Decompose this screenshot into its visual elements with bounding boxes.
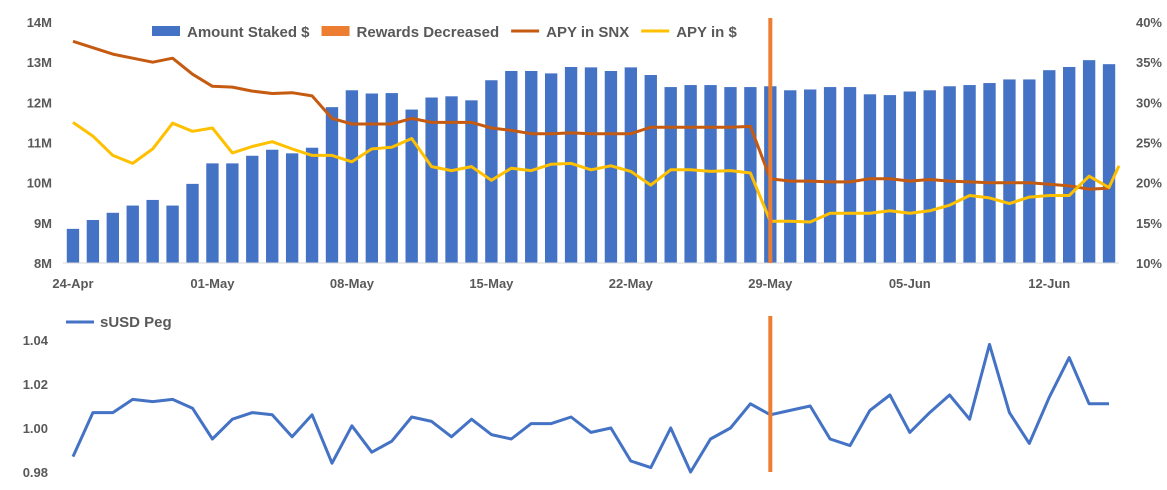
bar-amount-staked bbox=[246, 155, 259, 263]
bar-amount-staked bbox=[146, 199, 159, 263]
bar-amount-staked bbox=[525, 71, 538, 264]
bar-amount-staked bbox=[305, 147, 319, 263]
bar-amount-staked bbox=[1102, 64, 1116, 263]
x-tick-label: 01-May bbox=[190, 276, 235, 291]
y-right-tick-label: 20% bbox=[1136, 176, 1162, 191]
y-right-tick-label: 30% bbox=[1136, 95, 1162, 110]
x-tick-label: 24-Apr bbox=[52, 276, 93, 291]
y-right-tick-label: 40% bbox=[1136, 15, 1162, 30]
legend-label-apy-in-snx: APY in SNX bbox=[546, 24, 629, 41]
bar-amount-staked bbox=[126, 205, 139, 263]
bar-amount-staked bbox=[66, 228, 80, 263]
legend-label-amount-staked: Amount Staked $ bbox=[187, 24, 310, 41]
bar-amount-staked bbox=[1043, 70, 1056, 263]
bar-amount-staked bbox=[465, 100, 478, 263]
bar-amount-staked bbox=[983, 83, 996, 263]
line-apy-in-snx bbox=[72, 39, 1110, 191]
bar-amount-staked bbox=[1023, 79, 1036, 264]
bar-amount-staked bbox=[564, 66, 578, 263]
bar-amount-staked bbox=[445, 96, 458, 263]
bar-amount-staked bbox=[1003, 79, 1016, 264]
bar-amount-staked bbox=[106, 212, 119, 263]
y-right-tick-label: 10% bbox=[1136, 256, 1162, 271]
bar-amount-staked bbox=[903, 91, 916, 263]
bar-amount-staked bbox=[285, 153, 299, 263]
peg-y-tick-label: 1.00 bbox=[23, 421, 48, 436]
x-tick-label: 22-May bbox=[609, 276, 654, 291]
line-susd-peg bbox=[71, 342, 1109, 474]
bar-amount-staked bbox=[584, 67, 598, 263]
legend-swatch-rewards-decreased bbox=[321, 26, 350, 36]
bar-amount-staked bbox=[345, 90, 359, 264]
bar-amount-staked bbox=[963, 85, 976, 263]
y-right-tick-label: 25% bbox=[1136, 136, 1162, 151]
bar-amount-staked bbox=[365, 93, 379, 263]
bar-amount-staked bbox=[544, 73, 558, 263]
x-tick-label: 05-Jun bbox=[889, 276, 931, 291]
bar-amount-staked bbox=[823, 87, 837, 263]
bar-amount-staked bbox=[644, 75, 657, 264]
line-apy-in bbox=[72, 121, 1121, 224]
bar-amount-staked bbox=[684, 85, 697, 263]
bar-amount-staked bbox=[664, 87, 677, 263]
peg-y-tick-label: 1.04 bbox=[23, 333, 49, 348]
bar-amount-staked bbox=[624, 67, 638, 263]
y-right-tick-label: 35% bbox=[1136, 55, 1162, 70]
bar-amount-staked bbox=[186, 183, 199, 263]
bar-amount-staked bbox=[385, 93, 398, 263]
bar-amount-staked bbox=[803, 89, 817, 263]
bar-amount-staked bbox=[943, 86, 956, 264]
bar-amount-staked bbox=[1063, 66, 1076, 263]
x-tick-label: 12-Jun bbox=[1028, 276, 1070, 291]
x-tick-label: 15-May bbox=[469, 276, 514, 291]
legend-label-susd-peg: sUSD Peg bbox=[100, 314, 172, 331]
bar-amount-staked bbox=[266, 149, 279, 263]
legend-label-apy-in: APY in $ bbox=[676, 24, 737, 41]
y-left-tick-label: 14M bbox=[27, 15, 52, 30]
bar-amount-staked bbox=[485, 80, 498, 263]
bar-amount-staked bbox=[226, 163, 239, 263]
bar-amount-staked bbox=[784, 90, 797, 264]
bar-amount-staked bbox=[325, 107, 339, 263]
legend-swatch-amount-staked bbox=[152, 26, 180, 36]
y-left-tick-label: 12M bbox=[27, 95, 52, 110]
legend-label-rewards-decreased: Rewards Decreased bbox=[357, 24, 500, 41]
bar-amount-staked bbox=[206, 163, 219, 263]
bar-amount-staked bbox=[1082, 60, 1096, 264]
bar-amount-staked bbox=[86, 220, 100, 263]
y-right-tick-label: 15% bbox=[1136, 216, 1162, 231]
bar-amount-staked bbox=[704, 85, 717, 263]
bar-amount-staked bbox=[923, 90, 936, 264]
bar-amount-staked bbox=[724, 87, 737, 263]
bar-amount-staked bbox=[166, 205, 179, 263]
y-left-tick-label: 9M bbox=[34, 216, 52, 231]
peg-y-tick-label: 1.02 bbox=[23, 377, 48, 392]
peg-y-tick-label: 0.98 bbox=[23, 465, 48, 480]
bar-amount-staked bbox=[843, 87, 857, 263]
x-tick-label: 29-May bbox=[748, 276, 793, 291]
bar-amount-staked bbox=[405, 109, 418, 264]
y-left-tick-label: 13M bbox=[27, 55, 52, 70]
bar-amount-staked bbox=[425, 97, 438, 263]
y-left-tick-label: 11M bbox=[27, 136, 52, 151]
y-left-tick-label: 8M bbox=[34, 256, 52, 271]
y-left-tick-label: 10M bbox=[27, 176, 52, 191]
x-tick-label: 08-May bbox=[330, 276, 375, 291]
